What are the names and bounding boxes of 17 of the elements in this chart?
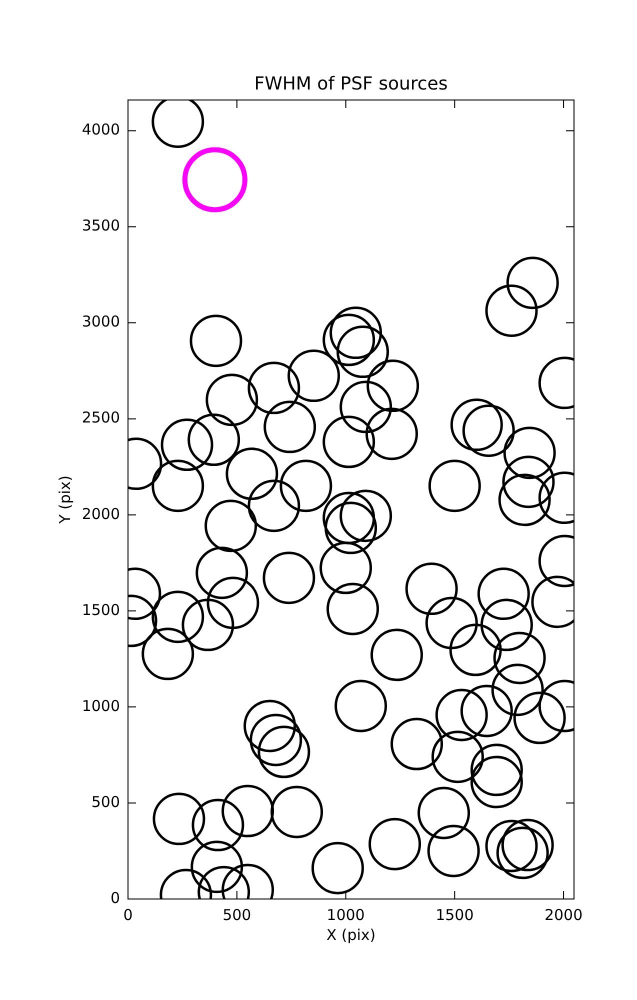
x-tick-label: 2000 bbox=[544, 906, 583, 924]
chart-title: FWHM of PSF sources bbox=[254, 74, 448, 95]
y-tick-label: 2000 bbox=[82, 504, 120, 523]
x-tick-label: 0 bbox=[123, 906, 133, 924]
y-axis-title: Y (pix) bbox=[56, 475, 74, 525]
y-tick-label: 1500 bbox=[82, 600, 120, 619]
y-tick-label: 1000 bbox=[82, 696, 120, 715]
y-tick-label: 4000 bbox=[82, 120, 120, 139]
y-tick-label: 0 bbox=[110, 888, 120, 907]
y-tick-label: 3500 bbox=[82, 216, 120, 235]
x-axis-title: X (pix) bbox=[326, 926, 376, 944]
y-tick-label: 500 bbox=[91, 792, 120, 811]
x-tick-label: 1000 bbox=[326, 906, 365, 924]
x-tick-label: 500 bbox=[222, 906, 252, 924]
x-tick-label: 1500 bbox=[436, 906, 474, 924]
y-tick-label: 3000 bbox=[82, 312, 120, 331]
y-tick-label: 2500 bbox=[82, 408, 120, 427]
